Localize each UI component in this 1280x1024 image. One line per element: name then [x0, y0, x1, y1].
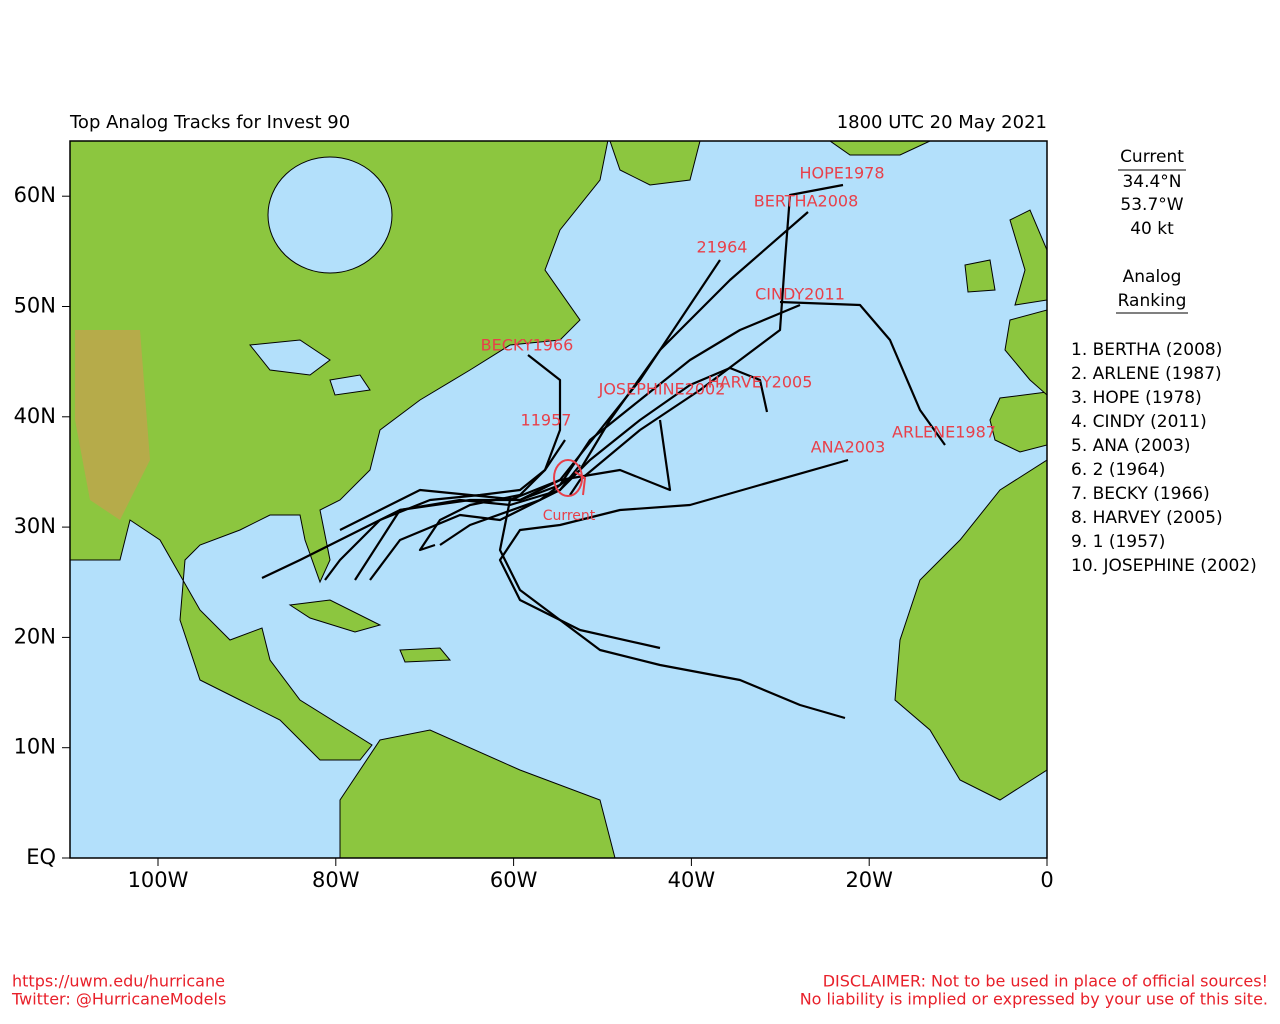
track: [498, 458, 849, 650]
lat-label: 40N: [14, 404, 56, 428]
track-label: CINDY2011: [755, 285, 845, 304]
lon-label: 80W: [312, 868, 360, 892]
hudson-bay: [267, 156, 393, 274]
track: [418, 439, 566, 552]
lat-label: 50N: [14, 294, 56, 318]
footer-right: No liability is implied or expressed by …: [800, 990, 1268, 1009]
ranking-item: 2. ARLENE (1987): [1071, 364, 1222, 384]
time: 1800 UTC 20 May 2021: [837, 112, 1047, 133]
iceland: [829, 141, 931, 156]
track: [339, 303, 801, 531]
track: [439, 211, 809, 546]
ranking-item: 9. 1 (1957): [1071, 532, 1165, 552]
track: [498, 419, 846, 720]
ranking-item: 3. HOPE (1978): [1071, 388, 1202, 408]
tracks: [261, 183, 946, 720]
track-label: 11957: [521, 411, 572, 430]
track-label: BECKY1966: [481, 336, 574, 355]
british-isles: [964, 209, 1047, 306]
track-label: ARLENE1987: [892, 423, 996, 442]
ranking-item: 10. JOSEPHINE (2002): [1071, 556, 1257, 576]
france: [1004, 309, 1047, 396]
rockies: [75, 330, 150, 520]
current-lon: 53.7°W: [1120, 195, 1183, 215]
track-label: ANA2003: [811, 438, 886, 457]
lat-label: 60N: [14, 183, 56, 207]
ranking-item: 8. HARVEY (2005): [1071, 508, 1223, 528]
lon-label: 60W: [490, 868, 538, 892]
north-america: [70, 141, 609, 761]
ranking-item: 7. BECKY (1966): [1071, 484, 1210, 504]
current-wind: 40 kt: [1130, 219, 1174, 239]
ranking-item: 4. CINDY (2011): [1071, 412, 1207, 432]
current-position: [553, 459, 583, 497]
track: [261, 464, 581, 579]
ranking-item: 1. BERTHA (2008): [1071, 340, 1222, 360]
track-label: JOSEPHINE2002: [598, 380, 726, 399]
footer-left: Twitter: @HurricaneModels: [11, 990, 226, 1009]
south-america: [339, 729, 616, 858]
africa: [894, 459, 1047, 801]
current-title: Current: [1120, 147, 1184, 167]
lon-label: 100W: [128, 868, 189, 892]
ranking-title: Ranking: [1118, 291, 1187, 311]
lon-label: 40W: [668, 868, 716, 892]
iberia: [989, 391, 1047, 453]
lon-label: 20W: [845, 868, 893, 892]
ranking-item: 5. ANA (2003): [1071, 436, 1191, 456]
lat-label: EQ: [26, 845, 56, 869]
great-lakes: [249, 339, 371, 396]
lon-label: 0: [1040, 868, 1053, 892]
footer-left: https://uwm.edu/hurricane: [12, 972, 225, 991]
ranking-item: 6. 2 (1964): [1071, 460, 1165, 480]
current-label: Current: [543, 508, 596, 524]
current-track: [574, 471, 587, 496]
track: [569, 183, 844, 496]
lat-label: 20N: [14, 624, 56, 648]
map-frame: [69, 140, 1048, 859]
lat-label: 10N: [14, 735, 56, 759]
title: Top Analog Tracks for Invest 90: [69, 112, 350, 133]
track: [779, 300, 946, 446]
current-lat: 34.4°N: [1122, 172, 1181, 192]
track: [324, 354, 562, 581]
track-label: BERTHA2008: [754, 192, 859, 211]
hispaniola: [399, 647, 452, 663]
track-label: HOPE1978: [799, 164, 884, 183]
footer-right: DISCLAIMER: Not to be used in place of o…: [823, 972, 1268, 991]
ranking-title: Analog: [1123, 267, 1182, 287]
track-label: 21964: [697, 238, 748, 257]
greenland: [609, 141, 701, 186]
map: HOPE1978 BERTHA2008 21964 CINDY2011 BECKY196…: [70, 141, 1047, 858]
track-label: HARVEY2005: [708, 373, 813, 392]
track: [369, 366, 769, 581]
cuba: [288, 599, 382, 633]
lat-label: 30N: [14, 514, 56, 538]
